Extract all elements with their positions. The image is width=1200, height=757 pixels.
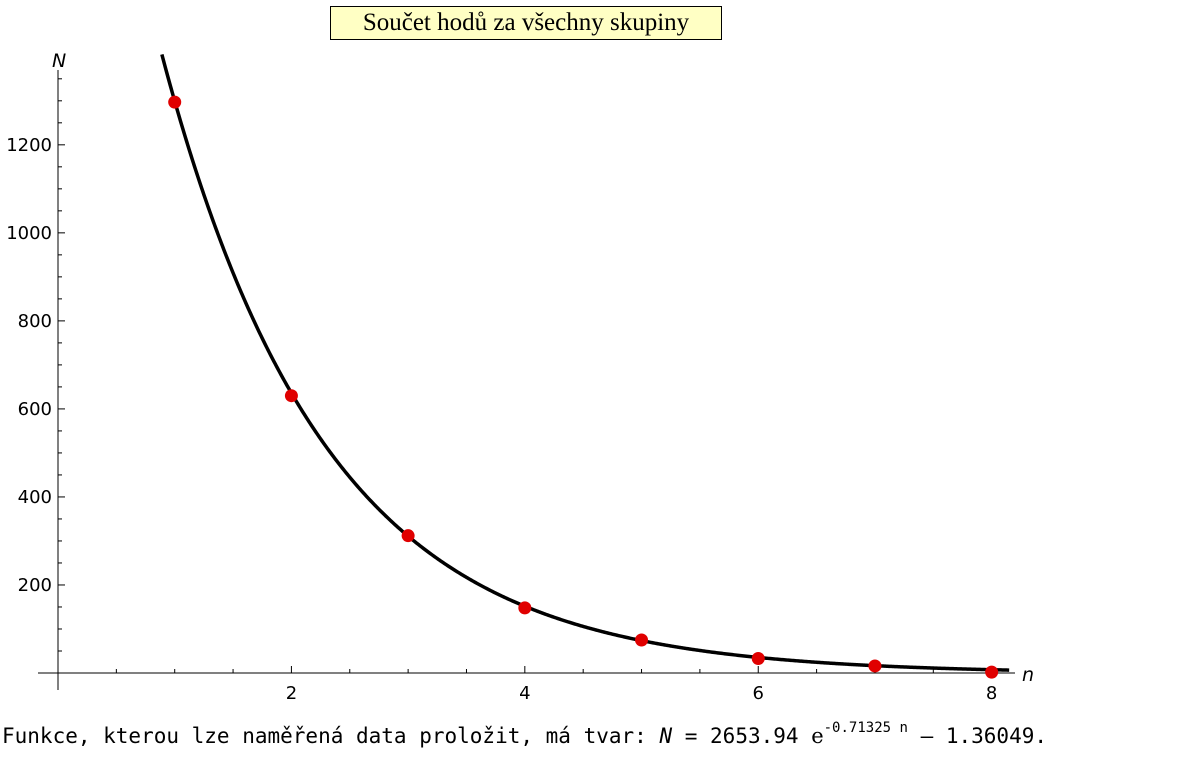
data-point [751,651,765,665]
caption-exp-base: e [811,724,824,748]
chart-title: Součet hodů za všechny skupiny [330,6,722,40]
y-tick-label: 800 [18,311,52,332]
y-tick-label: 200 [18,575,52,596]
x-tick-label: 2 [286,683,297,704]
caption-lhs: N [659,724,673,748]
fit-caption: Funkce, kterou lze naměřená data proloži… [2,720,1047,748]
fit-curve [160,53,1010,672]
data-point [635,633,649,647]
y-tick-label: 600 [18,399,52,420]
caption-exponent: -0.71325 n [823,720,908,736]
chart: 2 4 6 8 200 400 600 800 1000 1200 n N [6,50,1034,704]
x-axis-label: n [1022,664,1034,686]
data-points [168,95,999,679]
data-point [868,659,882,673]
y-tick-label: 1000 [6,223,52,244]
tick-labels: 2 4 6 8 200 400 600 800 1000 1200 [6,135,997,704]
y-axis-label: N [52,50,66,72]
data-point [168,95,182,109]
caption-prefix: Funkce, kterou lze naměřená data proloži… [2,724,660,748]
data-point [284,389,298,403]
axis-ticks [58,78,993,673]
data-point [985,665,999,679]
caption-suffix: – 1.36049. [907,724,1047,748]
caption-equals: = 2653.94 [672,724,812,748]
x-tick-label: 6 [753,683,764,704]
x-tick-label: 8 [986,683,997,704]
data-point [401,529,415,543]
data-point [518,601,532,615]
x-tick-label: 4 [519,683,530,704]
y-tick-label: 1200 [6,135,52,156]
y-tick-label: 400 [18,487,52,508]
